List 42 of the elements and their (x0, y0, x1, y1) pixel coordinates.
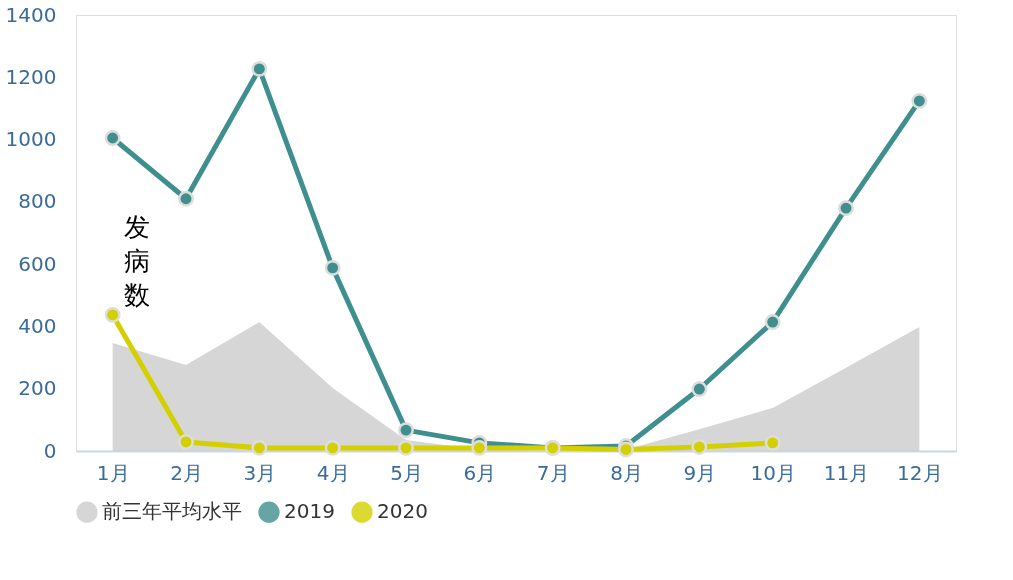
point (324, 439, 341, 456)
point (838, 200, 854, 217)
y-tick-label: 0 (43, 438, 57, 463)
y-tick-label: 1000 (5, 127, 57, 152)
y-tick-label: 400 (18, 313, 57, 338)
point (398, 422, 414, 439)
x-tick-label: 4月 (316, 460, 350, 485)
point (178, 190, 194, 207)
point (251, 439, 268, 456)
point (764, 314, 781, 331)
x-tick-label: 11月 (823, 460, 870, 485)
point (764, 434, 781, 451)
y-tick-label: 200 (18, 376, 57, 401)
x-tick-label: 1月 (96, 460, 130, 485)
y-tick-label: 1400 (5, 2, 57, 27)
x-tick-label: 2月 (170, 460, 203, 485)
legend-label: 2020 (377, 499, 428, 524)
point (178, 434, 194, 450)
point (911, 93, 928, 109)
legend-label: 前三年平均水平 (102, 499, 242, 524)
point (104, 130, 121, 146)
legend-label: 2019 (284, 499, 335, 524)
y-axis-title: 发病数 (123, 211, 150, 310)
point (104, 306, 121, 323)
x-tick-label: 9月 (683, 460, 717, 485)
point (471, 439, 488, 456)
point (324, 259, 341, 276)
point (691, 439, 708, 455)
x-tick-label: 3月 (243, 460, 277, 485)
point (618, 441, 634, 458)
y-tick-label: 800 (18, 189, 57, 214)
point (251, 60, 268, 77)
point (691, 381, 708, 397)
x-tick-label: 10月 (750, 460, 796, 485)
x-tick-label: 6月 (463, 460, 497, 485)
x-tick-label: 5月 (390, 460, 423, 485)
x-tick-label: 8月 (610, 460, 643, 485)
y-tick-label: 1200 (5, 64, 57, 89)
y-tick-label: 600 (18, 251, 57, 276)
x-tick-label: 12月 (897, 460, 943, 485)
point (398, 439, 414, 456)
x-tick-label: 7月 (536, 460, 570, 485)
